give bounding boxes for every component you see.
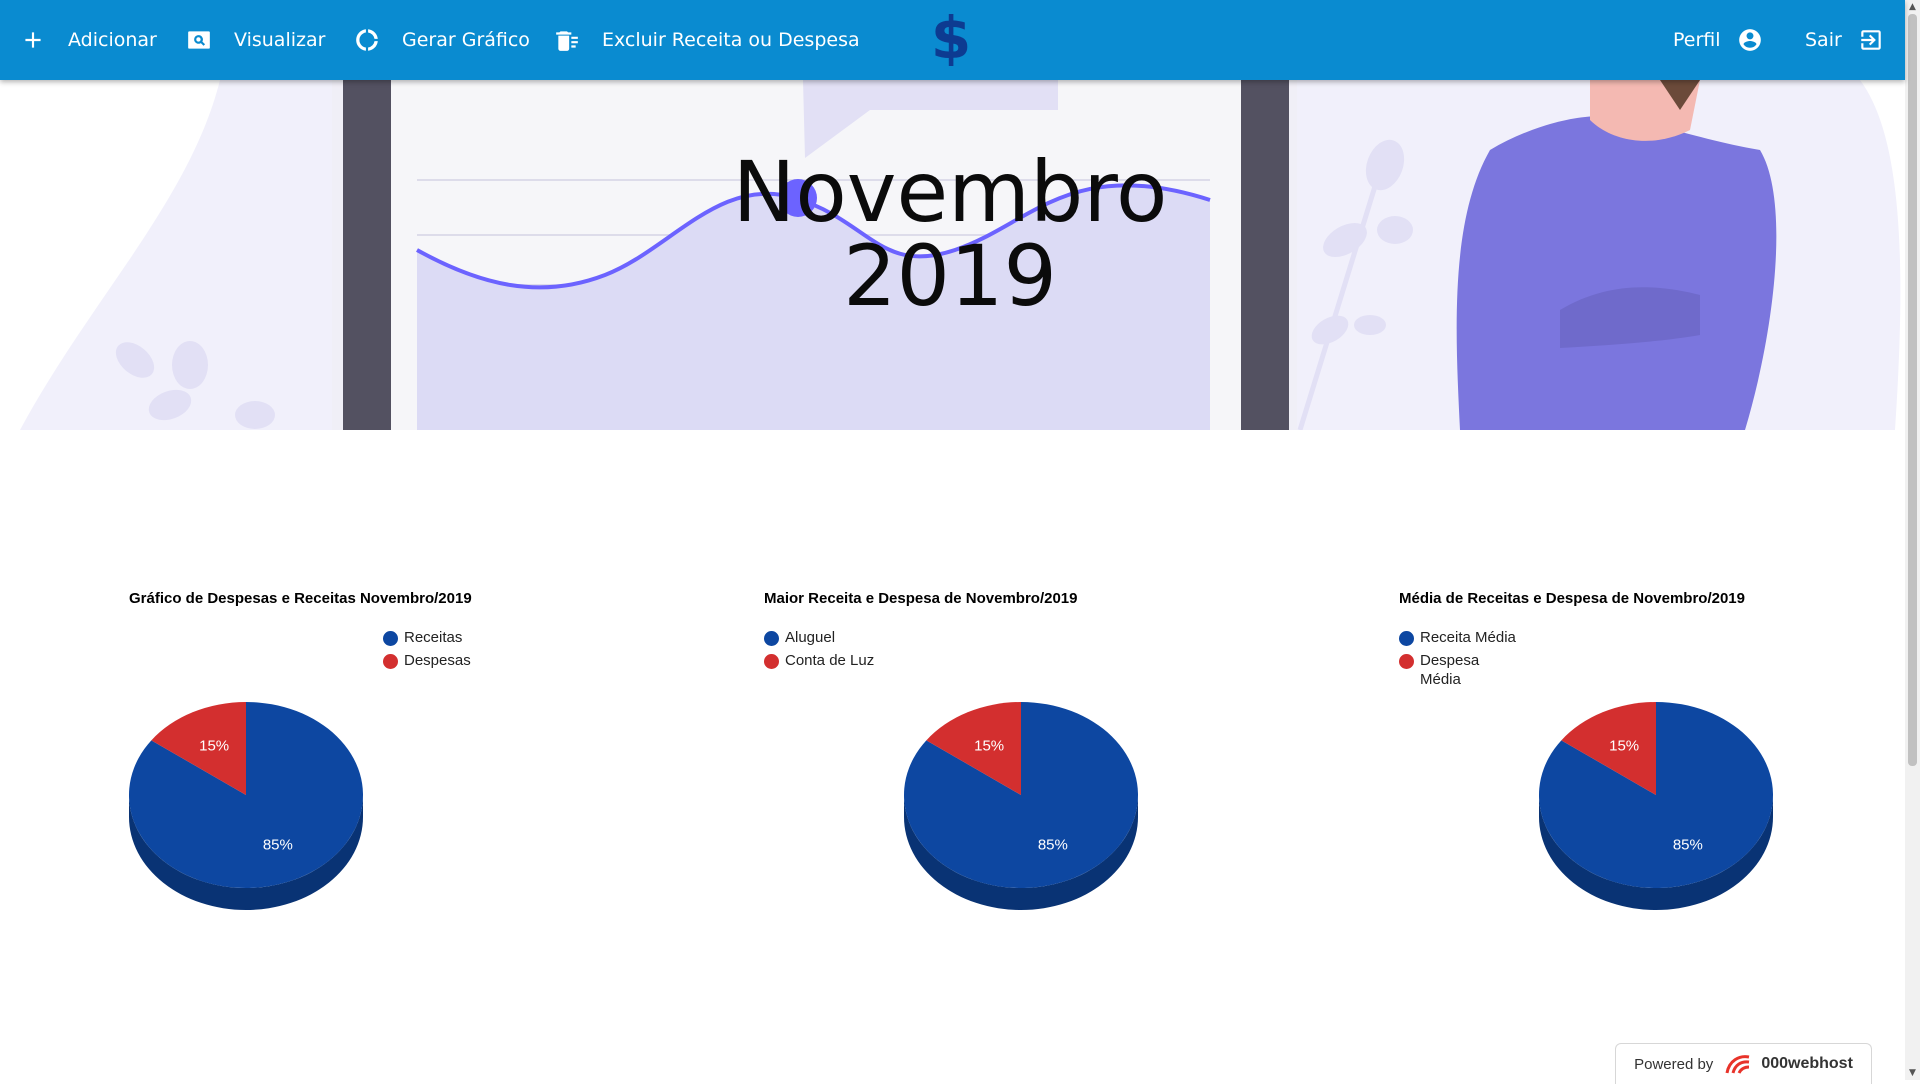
nav-delete[interactable]: Excluir Receita ou Despesa bbox=[554, 0, 860, 80]
chart-title: Média de Receitas e Despesa de Novembro/… bbox=[1399, 590, 1745, 607]
legend-item-receita-media[interactable]: Receita Média bbox=[1399, 628, 1516, 647]
legend-item-receitas[interactable]: Receitas bbox=[383, 628, 471, 647]
legend-label: Receitas bbox=[404, 629, 463, 646]
navbar: Adicionar Visualizar Gerar Gráfico Exclu… bbox=[0, 0, 1905, 80]
nav-view[interactable]: Visualizar bbox=[186, 0, 325, 80]
chart-legend: Aluguel Conta de Luz bbox=[764, 628, 874, 674]
legend-dot bbox=[383, 631, 398, 646]
legend-dot bbox=[383, 654, 398, 669]
legend-item-aluguel[interactable]: Aluguel bbox=[764, 628, 874, 647]
pie-slice-1[interactable] bbox=[151, 702, 246, 795]
chart-title: Gráfico de Despesas e Receitas Novembro/… bbox=[129, 590, 472, 607]
pie-chart[interactable]: 85% 15% bbox=[128, 700, 369, 920]
search-icon bbox=[188, 31, 210, 49]
nav-profile[interactable]: Perfil bbox=[1673, 0, 1763, 80]
pie-data-label-0: 85% bbox=[263, 837, 293, 854]
chart-expenses-income: Gráfico de Despesas e Receitas Novembro/… bbox=[128, 580, 549, 940]
legend-item-conta-de-luz[interactable]: Conta de Luz bbox=[764, 651, 874, 670]
legend-label: Despesa Média bbox=[1420, 652, 1480, 688]
pie-depth bbox=[129, 795, 363, 910]
dollar-logo-icon[interactable]: $ bbox=[930, 6, 972, 66]
scroll-down-arrow-icon[interactable]: ▼ bbox=[1909, 1068, 1916, 1078]
scroll-up-arrow-icon[interactable]: ▲ bbox=[1909, 2, 1916, 12]
legend-dot bbox=[1399, 654, 1414, 669]
pie-slice-0[interactable] bbox=[128, 702, 363, 888]
scroll-thumb[interactable] bbox=[1908, 14, 1917, 766]
hero-title-month: Novembro bbox=[732, 143, 1168, 241]
delete-list-icon bbox=[556, 31, 578, 51]
nav-logout[interactable]: Sair bbox=[1805, 0, 1884, 80]
hero-title-year: 2019 bbox=[843, 227, 1057, 325]
hero-title: Novembro 2019 bbox=[700, 150, 1200, 318]
account-circle-icon bbox=[1738, 29, 1761, 51]
nav-delete-label: Excluir Receita ou Despesa bbox=[602, 29, 860, 51]
logout-icon bbox=[1861, 30, 1881, 50]
hero-illustration bbox=[20, 80, 1901, 430]
nav-generate-chart[interactable]: Gerar Gráfico bbox=[354, 0, 530, 80]
nav-logout-label: Sair bbox=[1805, 29, 1842, 51]
pie-data-label-1: 15% bbox=[199, 737, 229, 754]
pie-data-label-1: 15% bbox=[974, 737, 1004, 754]
legend-label: Receita Média bbox=[1420, 629, 1516, 646]
nav-view-label: Visualizar bbox=[234, 29, 326, 51]
pie-data-label-0: 85% bbox=[1038, 837, 1068, 854]
pie-slice-1[interactable] bbox=[1561, 702, 1656, 795]
powered-by-brand: 000webhost bbox=[1761, 1055, 1853, 1072]
chart-title: Maior Receita e Despesa de Novembro/2019 bbox=[764, 590, 1078, 607]
nav-profile-label: Perfil bbox=[1673, 29, 1721, 51]
legend-label: Despesas bbox=[404, 652, 471, 669]
powered-by-badge[interactable]: Powered by 000webhost bbox=[1615, 1043, 1872, 1084]
pie-slice-1[interactable] bbox=[926, 702, 1021, 795]
legend-label: Conta de Luz bbox=[785, 652, 875, 669]
donut-chart-icon bbox=[356, 29, 378, 51]
legend-dot bbox=[764, 654, 779, 669]
pie-chart[interactable]: 85% 15% bbox=[1539, 700, 1779, 920]
chart-legend: Receitas Despesas bbox=[383, 628, 471, 674]
pie-depth bbox=[1539, 795, 1773, 910]
plus-icon bbox=[25, 32, 41, 48]
legend-item-despesa-media[interactable]: Despesa Média bbox=[1399, 651, 1494, 689]
powered-by-text: Powered by bbox=[1634, 1055, 1714, 1073]
legend-item-despesas[interactable]: Despesas bbox=[383, 651, 471, 670]
hero-banner: Novembro 2019 bbox=[0, 80, 1905, 430]
chart-max-income-expense: Maior Receita e Despesa de Novembro/2019… bbox=[764, 580, 1184, 940]
svg-text:$: $ bbox=[931, 6, 971, 66]
page-scrollbar[interactable]: ▲ ▼ bbox=[1905, 0, 1920, 1080]
pie-depth bbox=[904, 795, 1138, 910]
nav-generate-chart-label: Gerar Gráfico bbox=[402, 29, 530, 51]
legend-dot bbox=[1399, 631, 1414, 646]
legend-label: Aluguel bbox=[785, 629, 836, 646]
pie-data-label-0: 85% bbox=[1673, 837, 1703, 854]
nav-add-label: Adicionar bbox=[68, 29, 157, 51]
chart-average-income-expense: Média de Receitas e Despesa de Novembro/… bbox=[1399, 580, 1819, 940]
pie-chart[interactable]: 85% 15% bbox=[904, 700, 1144, 920]
pie-data-label-1: 15% bbox=[1609, 737, 1639, 754]
nav-add[interactable]: Adicionar bbox=[20, 0, 157, 80]
chart-legend: Receita Média Despesa Média bbox=[1399, 628, 1516, 693]
legend-dot bbox=[764, 631, 779, 646]
webhost-logo-icon bbox=[1725, 1055, 1750, 1074]
